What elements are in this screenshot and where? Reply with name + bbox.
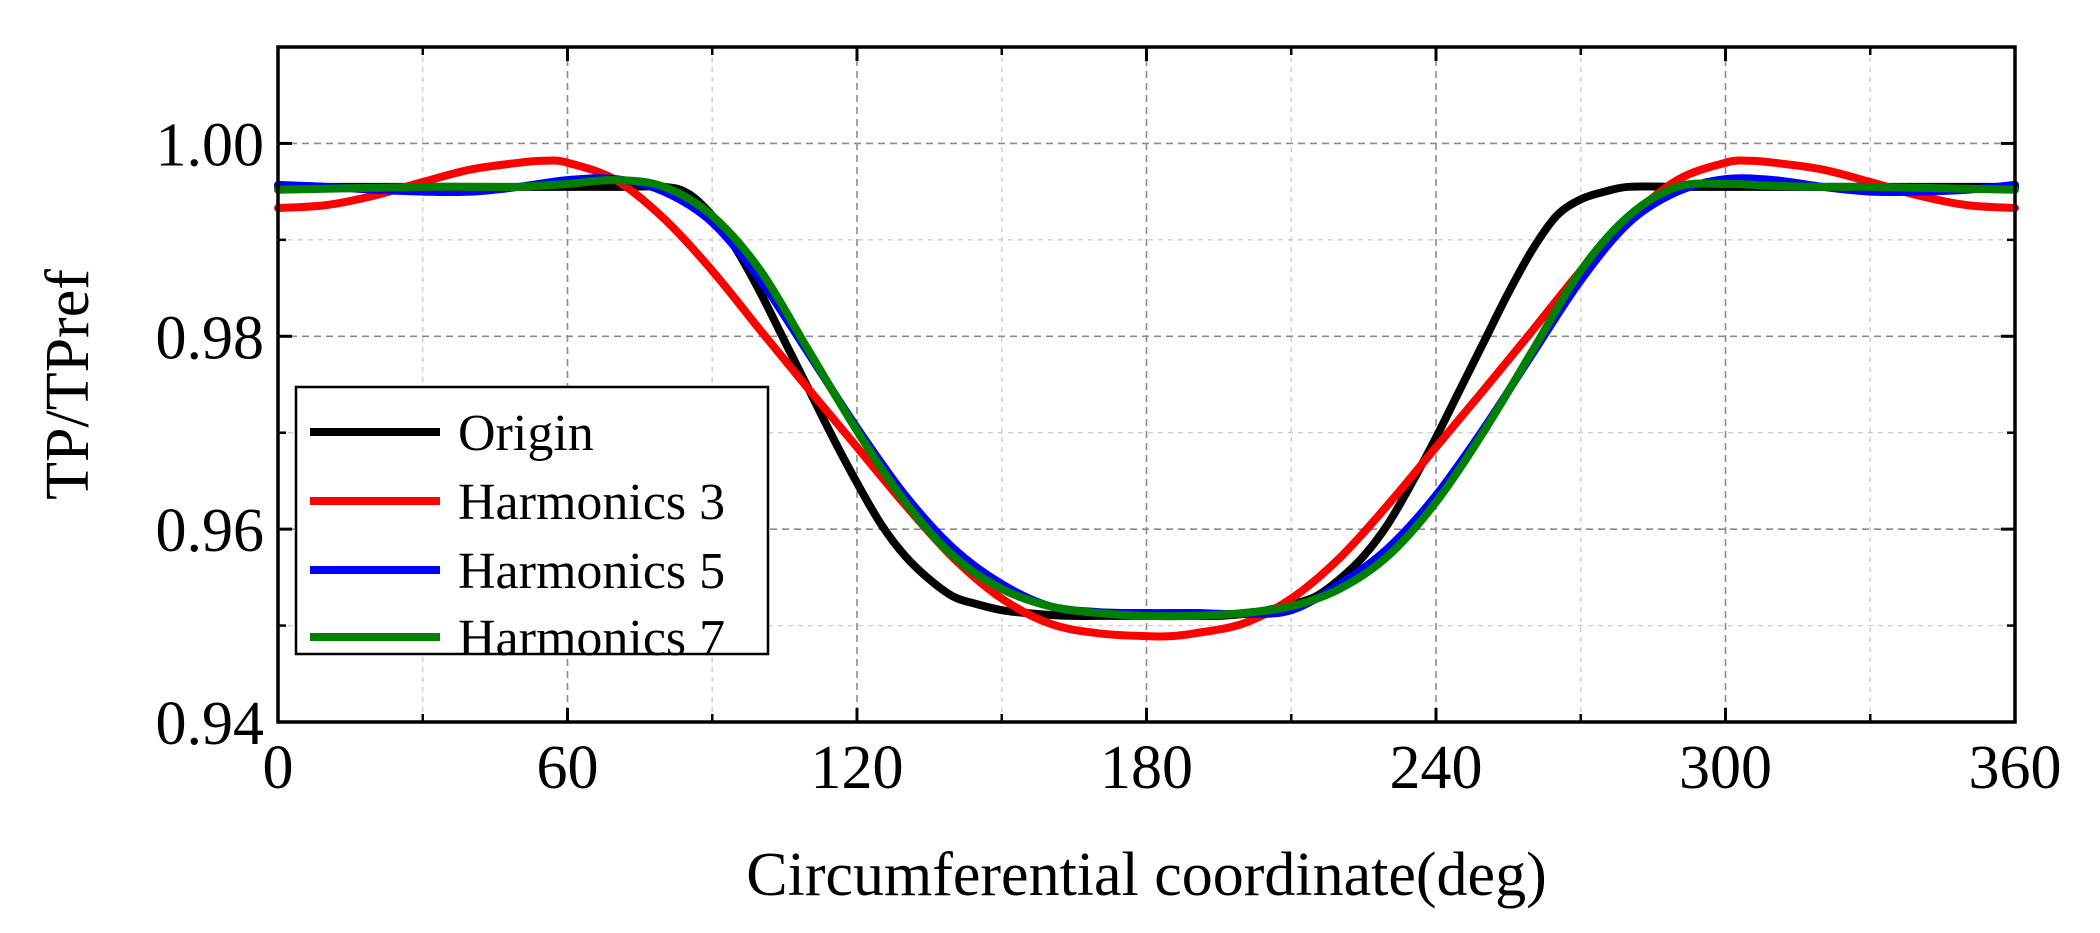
x-tick-label: 180 xyxy=(1100,734,1193,802)
legend-entry-origin: Origin xyxy=(310,405,594,462)
legend-entry-harmonics-7: Harmonics 7 xyxy=(310,610,725,667)
y-tick-label: 0.98 xyxy=(156,304,265,372)
y-tick-label: 0.94 xyxy=(156,690,265,758)
x-tick-label: 60 xyxy=(537,734,599,802)
y-axis-title: TP/TPref xyxy=(34,269,102,500)
legend-label-harmonics-7: Harmonics 7 xyxy=(458,610,725,667)
legend-entry-harmonics-5: Harmonics 5 xyxy=(310,543,725,600)
x-tick-label: 300 xyxy=(1679,734,1772,802)
legend-label-harmonics-3: Harmonics 3 xyxy=(458,474,725,531)
series-line-harmonics-7 xyxy=(274,176,2019,621)
y-tick-label: 1.00 xyxy=(156,111,265,179)
x-tick-label: 0 xyxy=(263,734,294,802)
legend-label-harmonics-5: Harmonics 5 xyxy=(458,543,725,600)
tick-labels: 0 60 120 180 240 300 360 0.94 0.96 0.98 1.00 xyxy=(156,111,2062,802)
x-tick-label: 360 xyxy=(1969,734,2062,802)
legend: Origin Harmonics 3 Harmonics 5 Harmonics… xyxy=(294,385,770,667)
series-group xyxy=(274,156,2019,641)
legend-entry-harmonics-3: Harmonics 3 xyxy=(310,474,725,531)
y-tick-label: 0.96 xyxy=(156,497,265,565)
axis-ticks xyxy=(276,47,2017,724)
series-line-harmonics-3 xyxy=(274,156,2019,641)
x-tick-label: 120 xyxy=(811,734,904,802)
x-tick-label: 240 xyxy=(1390,734,1483,802)
x-axis-title: Circumferential coordinate(deg) xyxy=(746,841,1546,909)
legend-label-origin: Origin xyxy=(458,405,594,462)
